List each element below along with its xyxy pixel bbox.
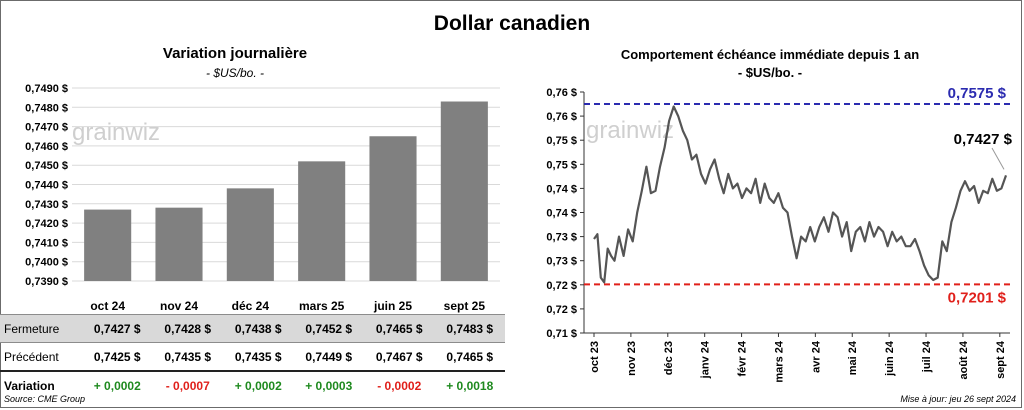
- x-tick-label: mai 24: [847, 340, 859, 375]
- y-tick-label: 0,7460 $: [25, 141, 68, 153]
- variation-cell: - 0,0002: [377, 378, 422, 393]
- bar: [369, 136, 417, 281]
- table-cell: 0,7465 $: [364, 314, 435, 343]
- table-cell: 0,7435 $: [223, 342, 294, 372]
- bar-chart-title: Variation journalière: [162, 45, 308, 62]
- x-tick-label: mars 24: [773, 340, 785, 382]
- page-title: Dollar canadien: [433, 12, 591, 35]
- y-tick-label: 0,7420 $: [25, 218, 68, 230]
- row-label: Variation: [4, 378, 55, 393]
- x-tick-label: déc 24: [232, 299, 270, 313]
- x-tick-label: nov 24: [160, 299, 198, 313]
- source-note: Source: CME Group: [4, 394, 86, 404]
- last-value-label: 0,7427 $: [954, 131, 1013, 148]
- table-cell: 0,7465 $: [434, 342, 505, 372]
- bar-chart-subtitle: - $US/bo. -: [205, 66, 265, 80]
- y-tick-label: 0,7470 $: [25, 122, 68, 134]
- y-tick-label: 0,75 $: [546, 135, 577, 147]
- table-row-previous: Précédent 0,7425 $ 0,7435 $ 0,7435 $ 0,7…: [0, 342, 505, 372]
- table-cell: 0,7427 $: [82, 314, 153, 343]
- y-tick-label: 0,72 $: [546, 280, 577, 292]
- y-tick-label: 0,75 $: [546, 159, 577, 171]
- table-row-close: Fermeture 0,7427 $ 0,7428 $ 0,7438 $ 0,7…: [0, 314, 505, 343]
- x-tick-label: juil 24: [921, 340, 933, 373]
- variation-cell: + 0,0002: [234, 378, 282, 393]
- reference-line-label: 0,7201 $: [948, 289, 1007, 306]
- x-tick-label: juin 25: [373, 299, 412, 313]
- y-tick-label: 0,7480 $: [25, 102, 68, 114]
- reference-line-label: 0,7575 $: [948, 85, 1007, 102]
- x-tick-label: sept 24: [995, 340, 1007, 379]
- y-tick-label: 0,7400 $: [25, 257, 68, 269]
- y-tick-label: 0,71 $: [546, 328, 577, 340]
- bar: [440, 101, 488, 281]
- x-tick-label: sept 25: [444, 299, 486, 313]
- variation-cell: + 0,0003: [305, 378, 353, 393]
- watermark-logo: grainwiz: [72, 119, 160, 146]
- y-tick-label: 0,76 $: [546, 111, 577, 123]
- bar: [155, 207, 203, 281]
- quotes-table: Fermeture 0,7427 $ 0,7428 $ 0,7438 $ 0,7…: [0, 314, 505, 399]
- table-cell: 0,7483 $: [434, 314, 505, 343]
- y-tick-label: 0,7430 $: [25, 199, 68, 211]
- y-tick-label: 0,7390 $: [25, 276, 68, 288]
- y-tick-label: 0,73 $: [546, 232, 577, 244]
- y-tick-label: 0,74 $: [546, 208, 577, 220]
- x-tick-label: avr 24: [810, 340, 822, 373]
- variation-cell: - 0,0007: [165, 378, 210, 393]
- y-tick-label: 0,72 $: [546, 304, 577, 316]
- y-tick-label: 0,7410 $: [25, 237, 68, 249]
- table-cell: 0,7435 $: [152, 342, 223, 372]
- x-tick-label: oct 24: [90, 299, 125, 313]
- x-tick-label: nov 23: [626, 341, 638, 376]
- x-tick-label: août 24: [958, 340, 970, 379]
- line-chart-title: Comportement échéance immédiate depuis 1…: [620, 47, 920, 62]
- bar: [84, 209, 132, 281]
- update-note: Mise à jour: jeu 26 sept 2024: [900, 394, 1016, 404]
- bar-chart: 0,7390 $ 0,7400 $ 0,7410 $ 0,7420 $ 0,7430 $…: [25, 83, 500, 313]
- variation-cell: + 0,0002: [93, 378, 141, 393]
- y-tick-label: 0,7490 $: [25, 83, 68, 95]
- y-tick-label: 0,76 $: [546, 87, 577, 99]
- table-cell: 0,7438 $: [223, 314, 294, 343]
- x-tick-label: déc 23: [663, 341, 675, 375]
- table-cell: 0,7467 $: [364, 342, 435, 372]
- bar: [298, 161, 346, 281]
- table-cell: 0,7449 $: [293, 342, 364, 372]
- callout-leader: [991, 147, 1005, 170]
- x-tick-label: oct 23: [589, 341, 601, 373]
- row-label: Précédent: [0, 342, 82, 372]
- bar: [226, 188, 274, 281]
- variation-cell: + 0,0018: [446, 378, 494, 393]
- line-chart: 0,71 $ 0,72 $ 0,72 $ 0,73 $ 0,73 $ 0,74 $ 0,74…: [546, 85, 1013, 383]
- y-tick-label: 0,7440 $: [25, 180, 68, 192]
- x-tick-label: juin 24: [884, 340, 896, 377]
- x-tick-label: mars 25: [299, 299, 345, 313]
- y-tick-label: 0,74 $: [546, 183, 577, 195]
- table-cell: 0,7452 $: [293, 314, 364, 343]
- price-series-line: [593, 105, 1008, 284]
- table-cell: 0,7425 $: [82, 342, 153, 372]
- x-tick-label: janv 24: [700, 340, 712, 379]
- table-cell: 0,7428 $: [152, 314, 223, 343]
- x-tick-label: févr 24: [737, 340, 749, 376]
- y-tick-label: 0,73 $: [546, 256, 577, 268]
- line-chart-subtitle: - $US/bo. -: [737, 65, 803, 80]
- row-label: Fermeture: [0, 314, 82, 343]
- table-row-variation: Variation + 0,0002 - 0,0007 + 0,0002 + 0…: [0, 371, 505, 399]
- watermark-logo: grainwiz: [586, 117, 674, 144]
- y-tick-label: 0,7450 $: [25, 160, 68, 172]
